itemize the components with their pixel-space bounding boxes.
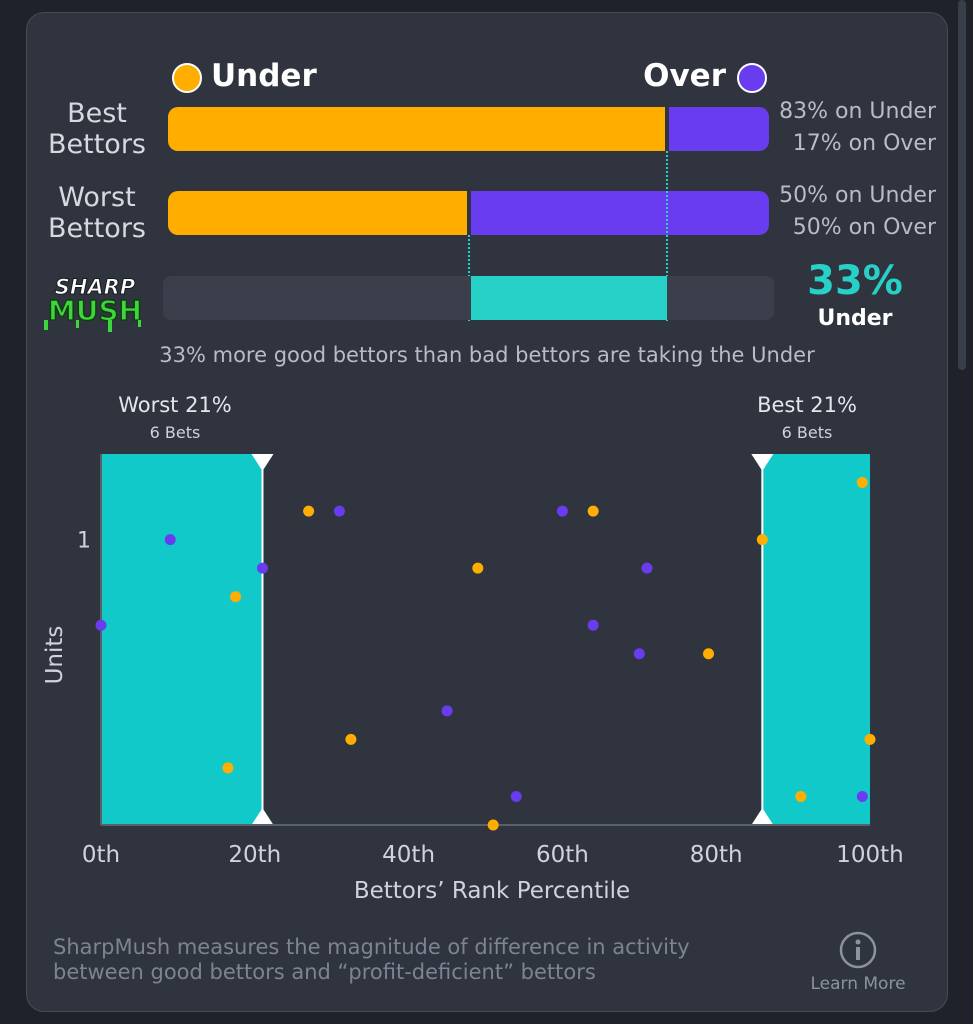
point-under-8 xyxy=(756,534,768,546)
point-under-11 xyxy=(864,733,876,745)
bettors-scatter-chart: Worst 21% 6 Bets Best 21% 6 Bets 0th 20th 40th… xyxy=(42,393,904,904)
best-bettors-percentages: 83% on Under 17% on Over xyxy=(756,96,936,160)
point-under-7 xyxy=(703,648,715,660)
point-under-4 xyxy=(472,562,484,574)
point-under-3 xyxy=(345,733,357,745)
sharpmush-logo-line1: SHARP xyxy=(55,275,136,299)
point-over-1 xyxy=(164,534,176,546)
sharpmush-value: 33% xyxy=(807,258,903,304)
point-over-10 xyxy=(856,790,868,802)
over-legend-label: Over xyxy=(643,58,726,94)
zone-rect-1 xyxy=(762,454,870,825)
worst-bettors-label-line2: Bettors xyxy=(48,213,146,244)
x-tick-label-3: 60th xyxy=(536,842,589,868)
point-under-1 xyxy=(230,591,242,603)
footer-description: SharpMush measures the magnitude of diff… xyxy=(53,935,773,985)
zone-handle-bottom-1 xyxy=(751,808,774,825)
learn-more-button[interactable]: Learn More xyxy=(798,930,918,1000)
x-tick-label-4: 80th xyxy=(690,842,743,868)
x-tick-label-1: 20th xyxy=(228,842,281,868)
zone-rect-0 xyxy=(101,454,263,825)
x-tick-label-2: 40th xyxy=(382,842,435,868)
point-under-6 xyxy=(587,505,599,517)
y-axis-label: Units xyxy=(42,626,68,685)
worst-bettors-percentages: 50% on Under 50% on Over xyxy=(756,180,936,244)
under-legend-dot xyxy=(172,63,202,93)
best-bettors-label-line2: Bettors xyxy=(48,129,146,160)
point-over-3 xyxy=(95,619,107,631)
point-under-2 xyxy=(222,762,234,774)
y-tick-label-0: 1 xyxy=(77,529,91,554)
x-tick-label-5: 100th xyxy=(836,842,904,868)
x-tick-label-0: 0th xyxy=(82,842,120,868)
point-over-0 xyxy=(333,505,345,517)
info-icon xyxy=(839,931,877,969)
x-axis-label: Bettors’ Rank Percentile xyxy=(354,878,630,904)
worst-bettors-over-bar xyxy=(470,191,769,235)
zone-handle-top-0 xyxy=(251,454,274,471)
best-bettors-label: Best Bettors xyxy=(42,98,152,160)
scrollbar[interactable] xyxy=(958,0,966,370)
point-over-6 xyxy=(556,505,568,517)
zone-subtitle-1: 6 Bets xyxy=(782,423,833,442)
point-under-0 xyxy=(303,505,315,517)
zone-title-1: Best 21% xyxy=(757,393,857,417)
zone-handle-top-1 xyxy=(751,454,774,471)
sharpmush-logo-line2: MUSH xyxy=(48,294,142,327)
sharpmush-caption: 33% more good bettors than bad bettors a… xyxy=(159,343,815,367)
over-legend-dot xyxy=(737,63,767,93)
point-over-9 xyxy=(633,648,645,660)
zone-subtitle-0: 6 Bets xyxy=(150,423,201,442)
point-over-7 xyxy=(587,619,599,631)
point-under-9 xyxy=(795,790,807,802)
point-under-10 xyxy=(856,477,868,489)
best-bettors-label-line1: Best xyxy=(67,98,127,129)
sharpmush-side: Under xyxy=(817,306,893,331)
worst-bettors-label: Worst Bettors xyxy=(42,182,152,244)
zone-title-0: Worst 21% xyxy=(118,393,232,417)
best-bettors-under-bar xyxy=(168,107,665,151)
sharpmush-logo: SHARP MUSH xyxy=(44,275,143,332)
point-over-4 xyxy=(441,705,453,717)
best-split-connector xyxy=(665,151,668,321)
point-under-5 xyxy=(487,819,499,831)
footer-line2: between good bettors and “profit-deficie… xyxy=(53,960,596,984)
sharpmush-difference-bar xyxy=(470,276,667,320)
learn-more-label: Learn More xyxy=(810,974,906,994)
best-over-pct-text: 17% on Over xyxy=(792,131,936,156)
best-under-pct-text: 83% on Under xyxy=(779,99,936,124)
sharpmush-track xyxy=(163,276,774,320)
under-legend-label: Under xyxy=(211,58,317,94)
worst-bettors-label-line1: Worst xyxy=(58,182,136,213)
worst-under-pct-text: 50% on Under xyxy=(779,183,936,208)
worst-bettors-under-bar xyxy=(168,191,467,235)
point-over-8 xyxy=(641,562,653,574)
zone-handle-bottom-0 xyxy=(251,808,274,825)
point-over-5 xyxy=(510,790,522,802)
best-bettors-over-bar xyxy=(668,107,769,151)
worst-over-pct-text: 50% on Over xyxy=(792,215,936,240)
footer-line1: SharpMush measures the magnitude of diff… xyxy=(53,935,690,959)
point-over-2 xyxy=(256,562,268,574)
